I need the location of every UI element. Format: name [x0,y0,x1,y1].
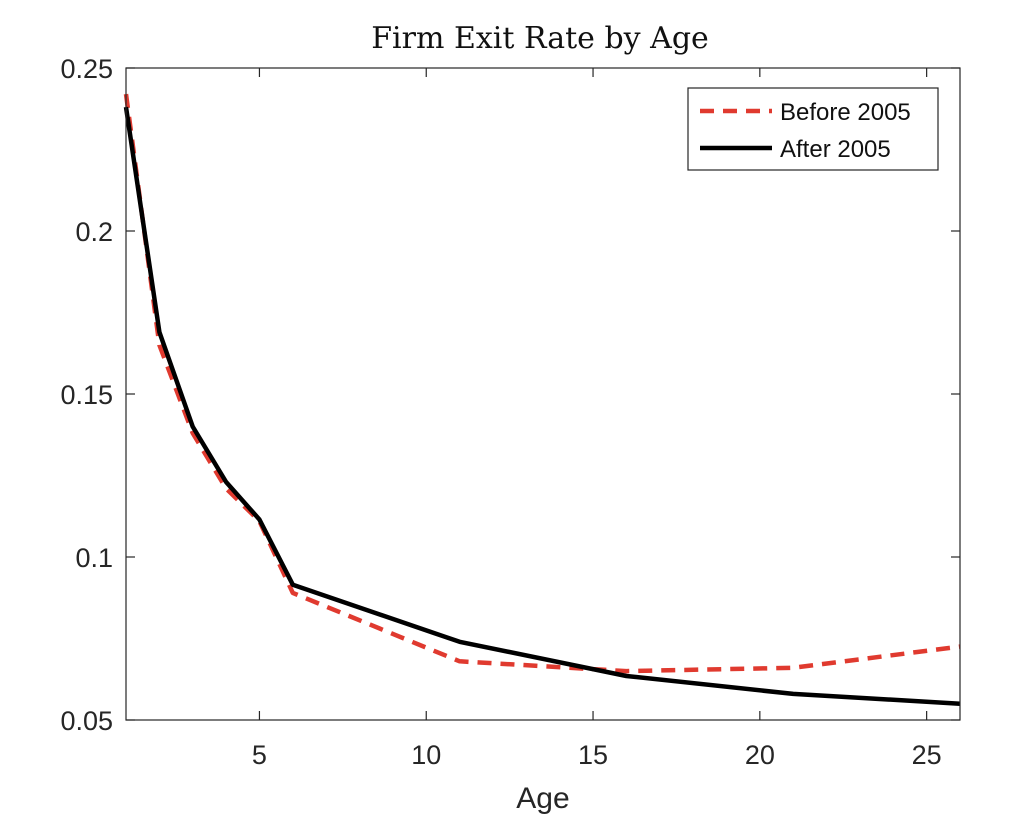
legend-label-before-2005: Before 2005 [780,99,911,126]
x-axis-label: Age [516,782,569,815]
x-axis-ticks: 5 10 15 20 25 [252,68,942,770]
x-tick-label: 25 [912,740,942,770]
series-line-1 [123,106,961,706]
legend-label-after-2005: After 2005 [780,136,891,163]
x-tick-label: 10 [411,740,441,770]
y-tick-label: 0.05 [60,706,113,736]
plot-lines [123,93,961,706]
series-line-0 [123,93,961,674]
y-axis-ticks: 0.05 0.1 0.15 0.2 0.25 [60,54,960,736]
chart-title: Firm Exit Rate by Age [371,21,709,56]
x-tick-label: 20 [745,740,775,770]
y-tick-label: 0.15 [60,380,113,410]
y-tick-label: 0.25 [60,54,113,84]
legend-box [687,87,939,171]
x-tick-label: 5 [252,740,267,770]
y-tick-label: 0.1 [75,543,113,573]
legend: Before 2005 After 2005 [687,87,939,171]
x-tick-label: 15 [578,740,608,770]
y-tick-label: 0.2 [75,217,113,247]
